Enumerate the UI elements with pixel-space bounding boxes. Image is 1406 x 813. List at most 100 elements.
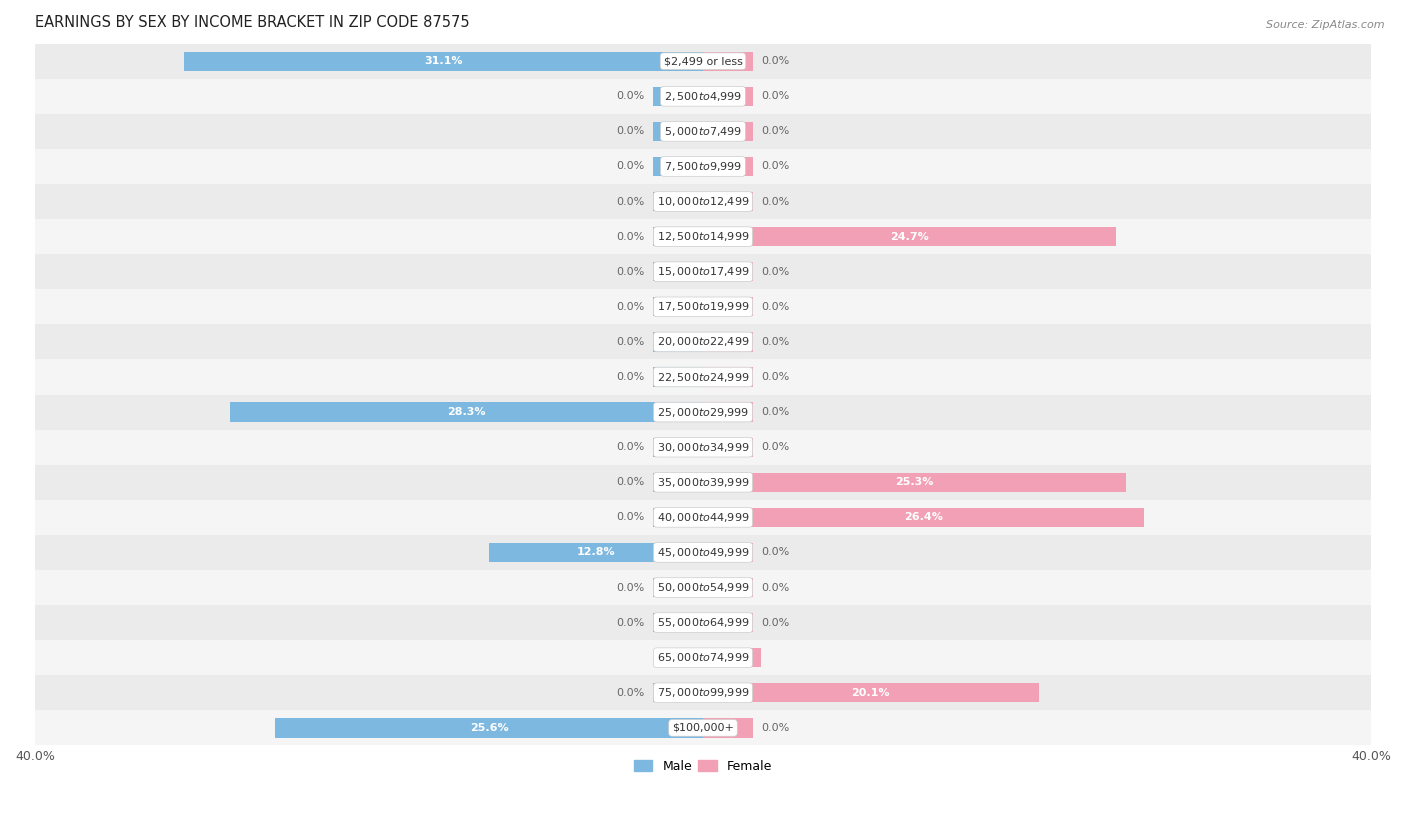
Bar xyxy=(35,640,1371,676)
Bar xyxy=(652,472,703,492)
Text: 0.0%: 0.0% xyxy=(616,197,644,207)
Bar xyxy=(703,718,754,737)
Text: 25.6%: 25.6% xyxy=(470,723,509,733)
Text: $20,000 to $22,499: $20,000 to $22,499 xyxy=(657,336,749,349)
Text: 25.3%: 25.3% xyxy=(896,477,934,487)
Text: 20.1%: 20.1% xyxy=(852,688,890,698)
Text: 0.0%: 0.0% xyxy=(762,372,790,382)
Bar xyxy=(652,298,703,316)
Bar xyxy=(703,472,1126,492)
Bar xyxy=(652,87,703,106)
Text: 0.0%: 0.0% xyxy=(616,232,644,241)
Text: 0.0%: 0.0% xyxy=(616,688,644,698)
Text: 0.0%: 0.0% xyxy=(616,477,644,487)
Bar xyxy=(35,220,1371,254)
Bar xyxy=(35,359,1371,394)
Text: 0.0%: 0.0% xyxy=(762,91,790,102)
Text: 31.1%: 31.1% xyxy=(425,56,463,66)
Text: 0.0%: 0.0% xyxy=(616,302,644,312)
Text: $45,000 to $49,999: $45,000 to $49,999 xyxy=(657,546,749,559)
Bar xyxy=(652,437,703,457)
Text: $75,000 to $99,999: $75,000 to $99,999 xyxy=(657,686,749,699)
Bar xyxy=(35,711,1371,746)
Bar xyxy=(35,324,1371,359)
Text: 0.0%: 0.0% xyxy=(762,547,790,558)
Bar xyxy=(703,122,754,141)
Bar xyxy=(35,44,1371,79)
Bar xyxy=(703,333,754,351)
Text: 0.0%: 0.0% xyxy=(616,618,644,628)
Bar xyxy=(35,394,1371,429)
Text: $17,500 to $19,999: $17,500 to $19,999 xyxy=(657,300,749,313)
Text: $2,499 or less: $2,499 or less xyxy=(664,56,742,66)
Bar xyxy=(652,333,703,351)
Bar xyxy=(35,289,1371,324)
Text: 0.0%: 0.0% xyxy=(762,337,790,347)
Bar xyxy=(35,465,1371,500)
Bar xyxy=(35,676,1371,711)
Text: 0.0%: 0.0% xyxy=(762,407,790,417)
Bar xyxy=(184,51,703,71)
Bar xyxy=(703,262,754,281)
Bar xyxy=(35,114,1371,149)
Legend: Male, Female: Male, Female xyxy=(628,754,778,778)
Bar xyxy=(35,535,1371,570)
Bar xyxy=(652,192,703,211)
Bar xyxy=(35,605,1371,640)
Text: $55,000 to $64,999: $55,000 to $64,999 xyxy=(657,616,749,629)
Text: $22,500 to $24,999: $22,500 to $24,999 xyxy=(657,371,749,384)
Text: 0.0%: 0.0% xyxy=(762,56,790,66)
Bar xyxy=(35,500,1371,535)
Text: $2,500 to $4,999: $2,500 to $4,999 xyxy=(664,89,742,102)
Text: $7,500 to $9,999: $7,500 to $9,999 xyxy=(664,160,742,173)
Bar xyxy=(703,683,1039,702)
Bar xyxy=(231,402,703,422)
Bar xyxy=(703,192,754,211)
Bar xyxy=(703,367,754,387)
Text: $30,000 to $34,999: $30,000 to $34,999 xyxy=(657,441,749,454)
Bar xyxy=(703,437,754,457)
Bar xyxy=(703,648,762,667)
Text: 0.0%: 0.0% xyxy=(762,583,790,593)
Bar xyxy=(652,507,703,527)
Bar xyxy=(652,157,703,176)
Bar xyxy=(703,507,1144,527)
Text: Source: ZipAtlas.com: Source: ZipAtlas.com xyxy=(1267,20,1385,30)
Text: 0.0%: 0.0% xyxy=(616,442,644,452)
Text: EARNINGS BY SEX BY INCOME BRACKET IN ZIP CODE 87575: EARNINGS BY SEX BY INCOME BRACKET IN ZIP… xyxy=(35,15,470,30)
Bar xyxy=(652,122,703,141)
Text: $100,000+: $100,000+ xyxy=(672,723,734,733)
Text: 0.0%: 0.0% xyxy=(616,162,644,172)
Bar xyxy=(35,184,1371,220)
Text: 2.2%: 2.2% xyxy=(669,653,700,663)
Bar xyxy=(703,227,1115,246)
Text: 0.0%: 0.0% xyxy=(616,512,644,523)
Bar xyxy=(35,254,1371,289)
Text: 28.3%: 28.3% xyxy=(447,407,486,417)
Bar xyxy=(703,578,754,598)
Bar xyxy=(703,402,754,422)
Text: 0.0%: 0.0% xyxy=(762,302,790,312)
Text: 0.0%: 0.0% xyxy=(616,337,644,347)
Text: 0.0%: 0.0% xyxy=(762,267,790,276)
Bar xyxy=(652,227,703,246)
Bar xyxy=(489,543,703,562)
Text: $10,000 to $12,499: $10,000 to $12,499 xyxy=(657,195,749,208)
Bar xyxy=(652,262,703,281)
Bar xyxy=(703,157,754,176)
Bar xyxy=(703,298,754,316)
Text: $65,000 to $74,999: $65,000 to $74,999 xyxy=(657,651,749,664)
Text: 0.0%: 0.0% xyxy=(616,267,644,276)
Text: $5,000 to $7,499: $5,000 to $7,499 xyxy=(664,125,742,138)
Text: 0.0%: 0.0% xyxy=(762,126,790,137)
Text: $15,000 to $17,499: $15,000 to $17,499 xyxy=(657,265,749,278)
Bar xyxy=(703,613,754,633)
Text: $40,000 to $44,999: $40,000 to $44,999 xyxy=(657,511,749,524)
Bar xyxy=(703,87,754,106)
Text: 0.0%: 0.0% xyxy=(762,442,790,452)
Text: 12.8%: 12.8% xyxy=(576,547,616,558)
Text: 0.0%: 0.0% xyxy=(762,618,790,628)
Text: $25,000 to $29,999: $25,000 to $29,999 xyxy=(657,406,749,419)
Bar xyxy=(35,149,1371,184)
Bar xyxy=(652,367,703,387)
